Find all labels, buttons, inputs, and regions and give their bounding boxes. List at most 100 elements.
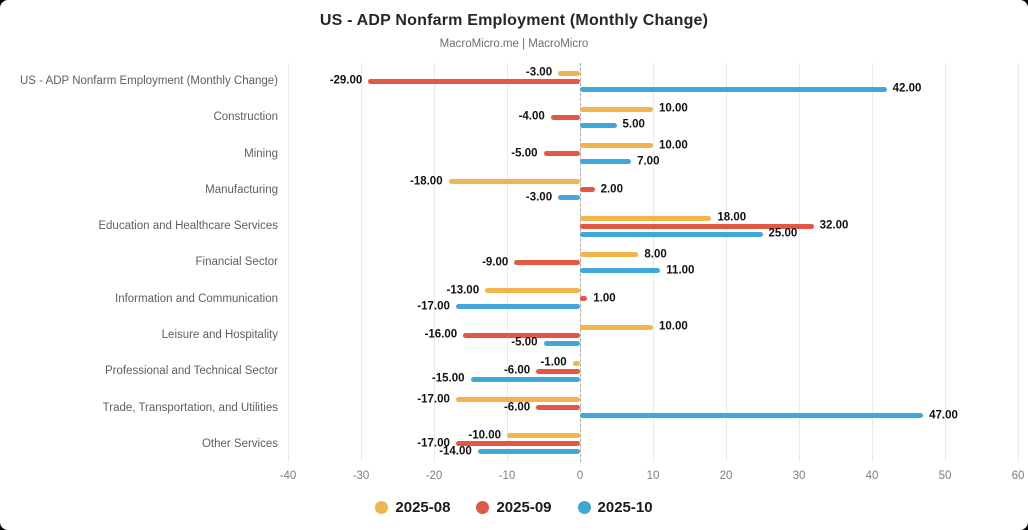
value-label: -9.00 [482,255,509,268]
x-tick-label: -10 [498,470,516,482]
value-label: 10.00 [659,102,688,115]
bar-2025-10 [580,268,661,273]
value-label: -10.00 [468,429,501,442]
value-label: 1.00 [593,292,616,305]
category-label: Information and Communication [115,292,278,305]
category-label: Leisure and Hospitality [161,329,278,342]
value-label: 5.00 [622,118,645,131]
bar-2025-09 [580,187,595,193]
bar-2025-10 [543,340,580,346]
bar-2025-08 [507,433,580,439]
category-label: Trade, Transportation, and Utilities [102,401,278,414]
value-label: -13.00 [446,284,480,297]
value-label: -17.00 [417,300,450,313]
x-tick-label: 0 [576,470,584,482]
value-label: 2.00 [600,183,623,196]
value-label: -5.00 [511,146,538,159]
x-tick-label: -20 [425,470,443,482]
category-axis: US - ADP Nonfarm Employment (Monthly Cha… [0,63,278,462]
zero-line [580,63,581,462]
bar-2025-10 [470,376,580,382]
bar-2025-08 [580,324,653,330]
value-label: 47.00 [929,408,958,421]
value-label: 8.00 [644,247,667,260]
legend-item-2025-09[interactable]: 2025-09 [476,499,552,516]
bar-2025-10 [580,413,924,419]
bar-2025-09 [463,332,580,338]
category-label: US - ADP Nonfarm Employment (Monthly Cha… [20,75,278,88]
value-label: 18.00 [717,211,747,224]
chart-subtitle: MacroMicro.me | MacroMicro [439,38,589,50]
value-label: -29.00 [329,74,363,87]
gridline [434,63,435,462]
legend-item-2025-10[interactable]: 2025-10 [577,499,653,516]
value-label: -17.00 [417,437,450,450]
value-label: -3.00 [525,191,553,204]
legend-label: 2025-09 [496,499,552,516]
gridline [799,63,800,462]
bar-2025-10 [580,86,887,92]
legend-swatch-icon [476,501,490,514]
value-label: 10.00 [659,138,688,151]
category-label: Manufacturing [205,183,278,196]
bar-2025-08 [572,360,580,366]
gridline [507,63,508,462]
x-tick-label: 60 [1011,470,1025,482]
bar-2025-10 [455,304,580,310]
legend: 2025-08 2025-09 2025-10 [0,499,1028,516]
category-label: Professional and Technical Sector [104,365,278,378]
legend-swatch-icon [577,501,591,514]
gridline [726,63,727,462]
legend-label: 2025-10 [597,499,653,516]
chart-title: US - ADP Nonfarm Employment (Monthly Cha… [319,12,709,29]
value-label: 32.00 [819,219,849,232]
value-label: 42.00 [892,82,922,95]
value-label: 11.00 [666,263,695,276]
bar-2025-10 [580,159,632,165]
category-label: Financial Sector [195,256,278,269]
value-label: -1.00 [540,356,567,369]
value-label: 7.00 [637,154,660,167]
bar-2025-08 [558,70,580,76]
category-label: Education and Healthcare Services [98,220,278,233]
value-label: 10.00 [659,320,688,333]
plot-area: -3.00 10.00 10.00 -18.00 18.00 8.00 -13.00 10.0… [288,63,1019,462]
bar-2025-08 [485,288,580,294]
value-label: -6.00 [503,400,531,413]
bar-2025-08 [455,397,580,403]
legend-swatch-icon [375,501,389,514]
bar-2025-10 [477,449,580,455]
bar-2025-09 [536,368,580,374]
bar-2025-09 [368,78,580,84]
bar-2025-08 [580,252,639,257]
category-label: Construction [213,111,278,124]
gridline [872,63,873,462]
x-tick-label: 50 [938,470,952,482]
bar-2025-10 [580,231,763,237]
bar-2025-09 [580,296,588,302]
value-label: -18.00 [409,175,443,188]
value-label: -17.00 [417,392,450,405]
gridline [653,63,654,462]
x-axis: -40 -30 -20 -10 0 10 20 30 40 50 60 [280,470,1025,486]
bar-2025-09 [543,151,580,157]
value-label: -6.00 [503,364,531,377]
category-label: Other Services [201,437,278,450]
legend-label: 2025-08 [395,499,451,516]
gridline [945,63,946,462]
x-tick-label: -30 [352,470,370,482]
value-label: -16.00 [424,328,458,341]
legend-item-2025-08[interactable]: 2025-08 [375,499,450,516]
bar-2025-09 [536,405,580,411]
value-label: -3.00 [525,66,553,79]
gridline [288,63,289,462]
gridline [361,63,362,462]
bar-2025-09 [550,114,580,120]
x-tick-label: 40 [865,470,879,482]
bar-2025-09 [514,260,580,265]
x-tick-label: 10 [646,470,660,482]
bar-2025-10 [580,122,617,128]
x-tick-label: -40 [279,470,297,482]
bar-2025-09 [580,223,814,229]
